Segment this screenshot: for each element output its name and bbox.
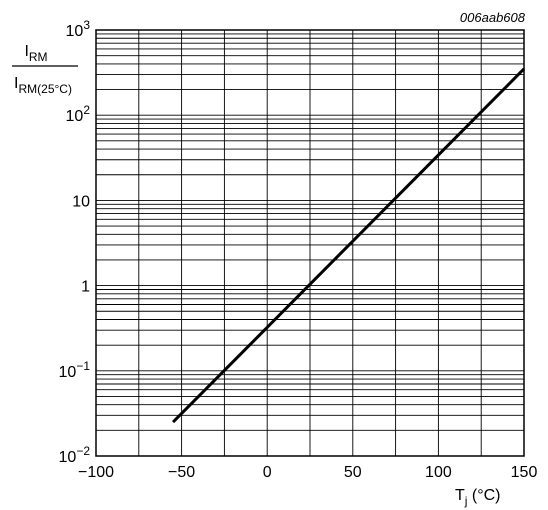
plot-frame — [95, 29, 525, 457]
y-axis-label: IRM IRM(25°C) — [12, 43, 78, 96]
x-tick-label: 50 — [344, 464, 362, 481]
series-line — [171, 67, 526, 424]
y-tick-labels: 10−2 10−1 1 10 102 103 — [59, 18, 91, 466]
x-tick-label: 150 — [511, 464, 538, 481]
figure-id: 006aab608 — [460, 10, 526, 25]
x-tick-label: −50 — [168, 464, 195, 481]
x-tick-label: 0 — [263, 464, 272, 481]
y-tick-label: 10−2 — [59, 444, 91, 466]
x-axis-label: Tj (°C) — [455, 487, 501, 508]
y-tick-label: 10 — [72, 193, 90, 210]
y-tick-label: 102 — [66, 103, 91, 125]
y-tick-label: 10−1 — [59, 359, 91, 381]
x-tick-label: −100 — [78, 464, 114, 481]
y-tick-label: 103 — [66, 18, 91, 40]
ylabel-denominator: IRM(25°C) — [14, 75, 72, 96]
ylabel-numerator: IRM — [24, 43, 47, 64]
y-tick-label: 1 — [81, 279, 90, 296]
grid — [96, 30, 524, 456]
x-tick-labels: −100 −50 0 50 100 150 — [78, 464, 537, 481]
x-tick-label: 100 — [425, 464, 452, 481]
